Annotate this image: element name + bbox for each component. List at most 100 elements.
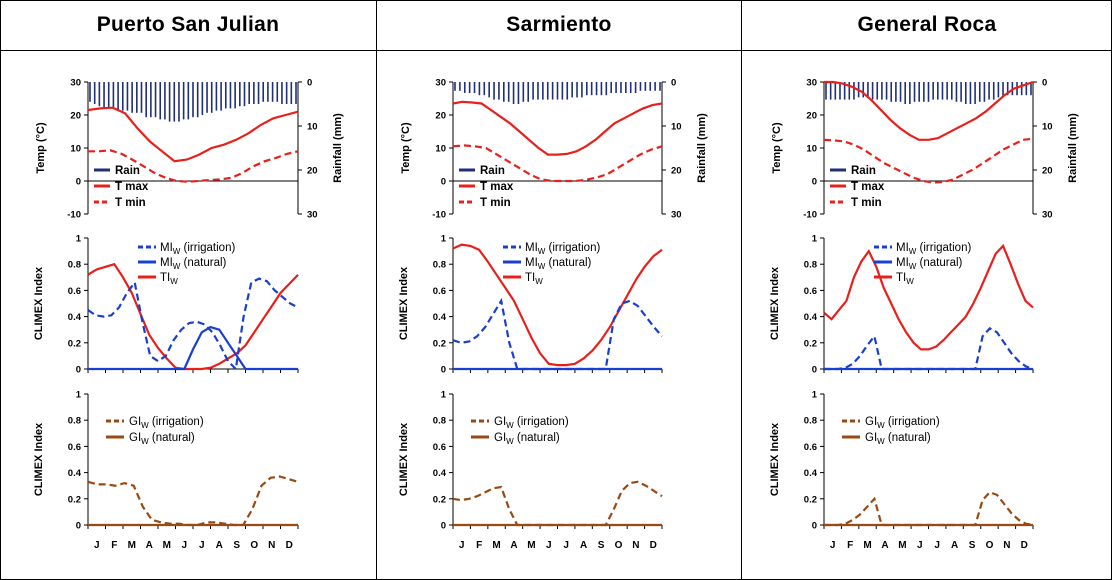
month-label: O [250,540,258,551]
month-label: M [492,540,500,551]
legend-label: T min [851,197,882,209]
temp-tick-label: -10 [67,210,81,221]
month-label: N [268,540,275,551]
legend-label: GIW (natural) [494,432,560,446]
gi-tick-label: 0.6 [804,442,817,453]
month-label: A [580,540,587,551]
legend-label: Rain [851,165,876,177]
legend-label: GIW (natural) [865,432,931,446]
rain-tick-label: 0 [1042,78,1047,89]
rain-tick-label: 30 [1042,210,1053,221]
series-gi-w-irrigation- [452,480,663,527]
temp-tick-label: 10 [435,144,446,155]
rain-tick-label: 30 [307,210,318,221]
month-label: N [1003,540,1010,551]
month-label: J [459,540,465,551]
temp-axis-label: Temp (°C) [400,122,412,174]
month-label: J [94,540,100,551]
legend-label: MIW (irrigation) [896,242,971,256]
rain-tick-label: 10 [1042,122,1053,133]
gi-tick-label: 0.8 [804,416,817,427]
gi-tick-label: 0.4 [804,468,818,479]
mi-tick-label: 0.2 [804,338,817,349]
gi-tick-label: 1 [76,390,82,401]
mi-axis-label: CLIMEX Index [769,266,781,340]
rain-tick-label: 20 [1042,166,1053,177]
gi-tick-label: 0.2 [68,494,81,505]
temp-tick-label: -10 [803,210,817,221]
temp-tick-label: 30 [806,78,817,89]
legend-label: TIW [525,272,543,286]
legend-label: GIW (irrigation) [865,416,940,430]
series-t-max [452,100,663,156]
legend-label: T max [115,181,149,193]
mi-tick-label: 0.4 [433,312,447,323]
month-label: N [632,540,639,551]
mi-axis-label: CLIMEX Index [398,266,410,340]
rain-axis-label: Rainfall (mm) [696,113,708,183]
mi-tick-label: 1 [76,234,82,245]
mi-tick-label: 0.8 [433,260,446,271]
gi-tick-label: 0.8 [433,416,446,427]
rain-tick-label: 10 [671,122,682,133]
month-label: S [969,540,976,551]
series-mi-w-irrigation- [87,277,299,372]
month-label: A [951,540,958,551]
month-label: A [146,540,153,551]
legend-label: MIW (natural) [896,257,963,271]
legend-label: GIW (irrigation) [494,416,569,430]
gi-tick-label: 0.2 [804,494,817,505]
series-gi-w-irrigation- [824,491,1034,527]
month-label: M [863,540,871,551]
legend-label: Rain [115,165,140,177]
month-label: M [527,540,535,551]
month-label: J [181,540,187,551]
mi-tick-label: 0 [441,365,446,376]
gi-tick-label: 0.6 [433,442,446,453]
month-label: M [163,540,171,551]
legend-label: T max [480,181,514,193]
gi-tick-label: 1 [441,390,447,401]
gi-tick-label: 0.2 [433,494,446,505]
month-label: M [128,540,136,551]
legend-label: MIW (natural) [160,257,227,271]
series-mi-w-natural- [88,325,298,371]
month-label: D [650,540,657,551]
legend-label: MIW (irrigation) [160,242,235,256]
gi-axis-label: CLIMEX Index [398,422,410,496]
mi-tick-label: 0.2 [433,338,446,349]
temp-tick-label: 20 [806,111,817,122]
rain-tick-label: 20 [307,166,318,177]
month-label: F [847,540,853,551]
month-label: D [286,540,293,551]
gi-axis-label: CLIMEX Index [769,422,781,496]
legend-label: GIW (natural) [129,432,195,446]
temp-tick-label: 30 [435,78,446,89]
gi-tick-label: 0 [76,521,81,532]
legend-label: MIW (irrigation) [525,242,600,256]
month-label: J [199,540,205,551]
legend-label: GIW (irrigation) [129,416,204,430]
mi-tick-label: 0.8 [804,260,817,271]
gi-tick-label: 0.4 [433,468,447,479]
temp-tick-label: 0 [76,177,81,188]
month-label: D [1021,540,1028,551]
rain-tick-label: 10 [307,122,318,133]
mi-tick-label: 0.8 [68,260,81,271]
month-label: J [934,540,940,551]
month-label: J [830,540,836,551]
legend-label: TIW [160,272,178,286]
mi-tick-label: 0.4 [804,312,818,323]
gi-axis-label: CLIMEX Index [33,422,45,496]
gi-tick-label: 0.4 [68,468,82,479]
mi-tick-label: 1 [812,234,818,245]
rain-tick-label: 20 [671,166,682,177]
gi-tick-label: 1 [812,390,818,401]
legend-label: T min [480,197,511,209]
series-gi-w-irrigation- [87,475,299,527]
month-label: F [476,540,482,551]
legend-label: MIW (natural) [525,257,592,271]
month-label: S [233,540,240,551]
month-label: J [917,540,923,551]
